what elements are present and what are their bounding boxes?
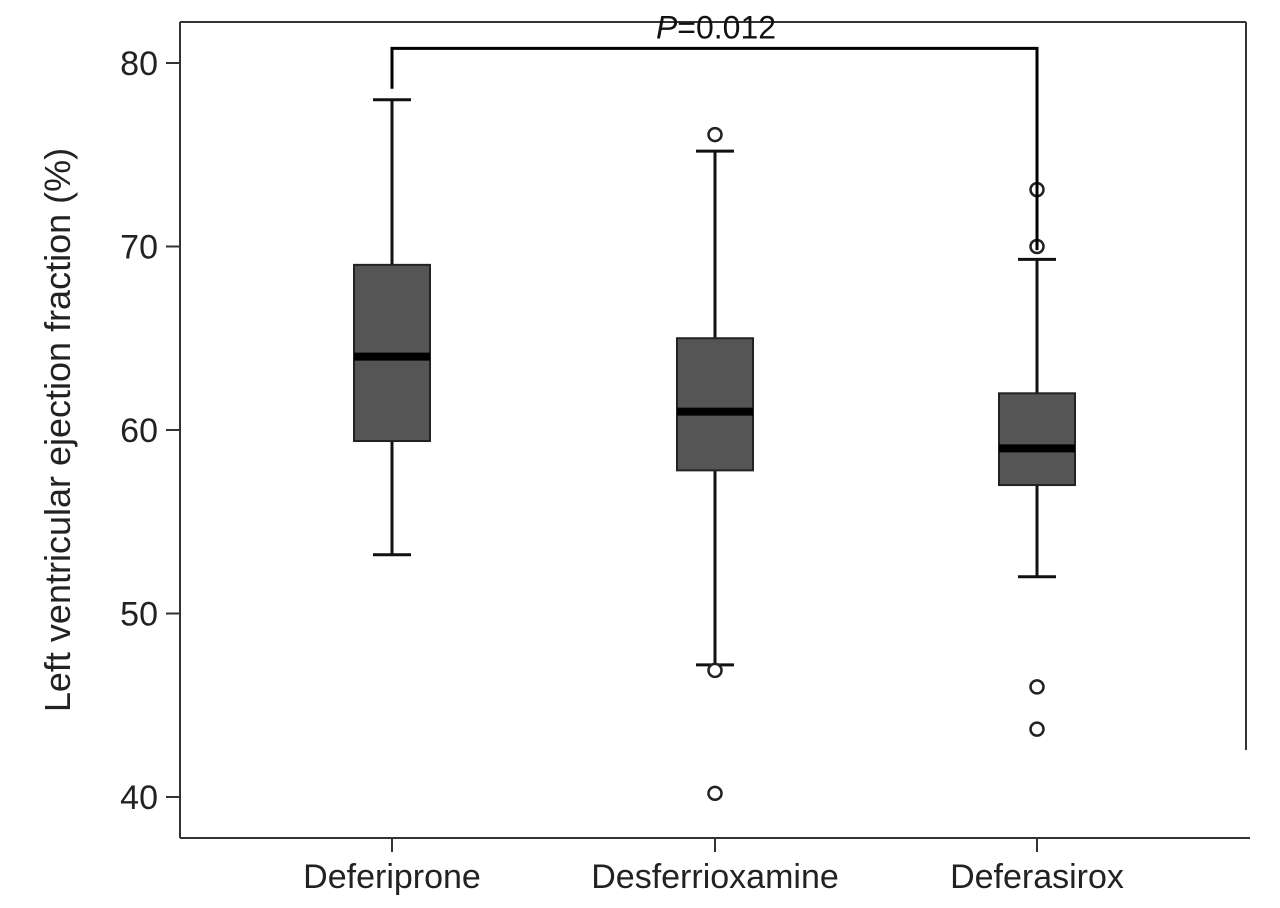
- outlier-point: [707, 662, 723, 679]
- outlier-point: [1029, 721, 1045, 737]
- outlier-point: [707, 126, 723, 143]
- significance-bracket: P=0.012: [390, 9, 1039, 251]
- y-axis-title: Left ventricular ejection fraction (%): [37, 148, 78, 712]
- x-axis-ticks: Deferiprone Desferrioxamine Deferasirox: [303, 838, 1124, 896]
- x-tick-label: Deferasirox: [950, 858, 1124, 896]
- p-value-number: =0.012: [677, 9, 776, 45]
- x-tick-label: Deferiprone: [303, 858, 481, 896]
- box-group-desferrioxamine: [676, 126, 754, 802]
- y-axis-ticks: 40 50 60 70 80: [120, 45, 180, 817]
- box-group-deferiprone: [353, 98, 431, 557]
- y-tick-label: 50: [120, 596, 158, 634]
- box-series: [353, 98, 1076, 802]
- box-group-deferasirox: [998, 181, 1076, 737]
- outlier-point: [1029, 679, 1045, 695]
- y-tick-label: 80: [120, 45, 158, 83]
- outlier-point: [707, 785, 723, 802]
- box-iqr: [676, 337, 754, 472]
- annotations: P=0.012: [390, 9, 1039, 251]
- x-tick-label: Desferrioxamine: [591, 858, 839, 896]
- y-tick-label: 60: [120, 412, 158, 450]
- bracket-line: [390, 46, 1039, 251]
- box-iqr: [998, 392, 1076, 487]
- p-value-symbol: P: [656, 9, 678, 45]
- y-tick-label: 70: [120, 229, 158, 267]
- p-value-label: P=0.012: [656, 9, 776, 45]
- y-tick-label: 40: [120, 779, 158, 817]
